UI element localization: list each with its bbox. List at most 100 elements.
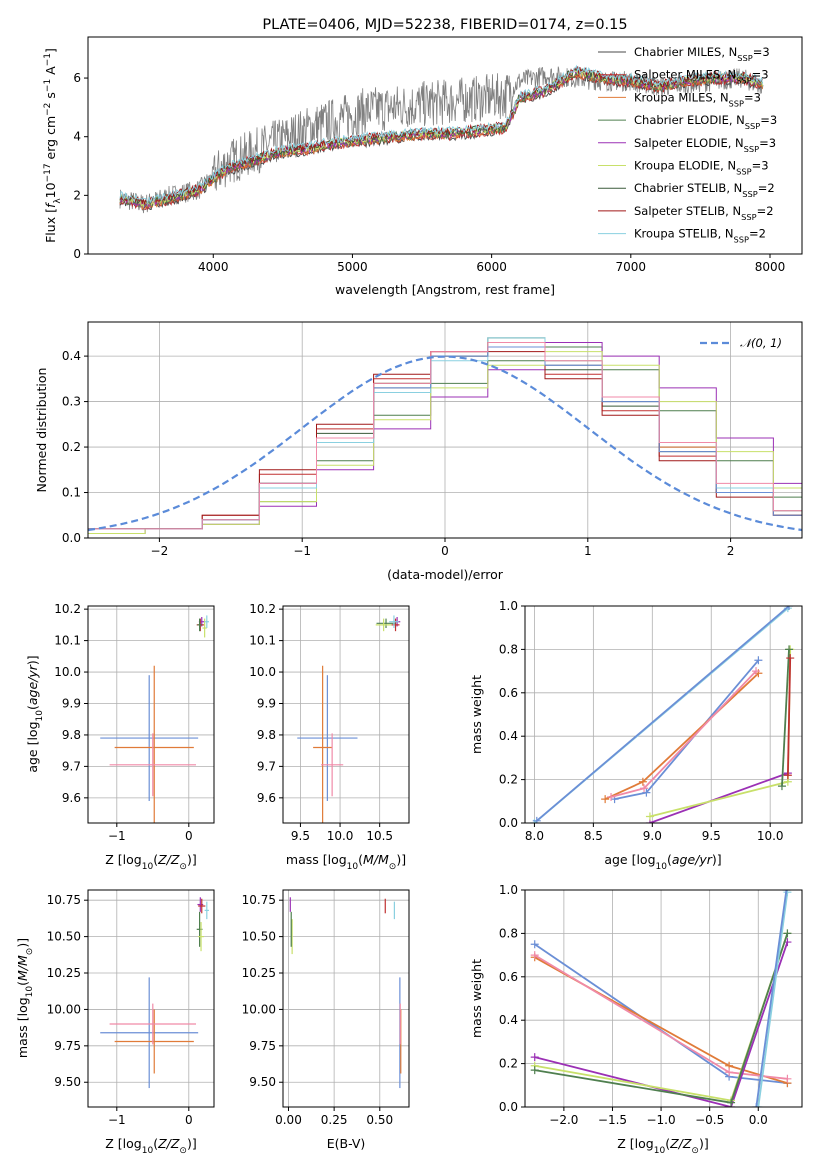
age_vs_mass-ytick-label-6: 10.2	[249, 602, 276, 616]
weight_vs_age-ytick-label-2: 0.4	[499, 729, 518, 743]
legend-label-1: Salpeter MILES, NSSP=3	[634, 68, 769, 86]
weight_vs_age-marker-4-0	[645, 812, 654, 821]
residuals-xtick-label-3: 1	[584, 544, 592, 558]
weight_vs_age-xtick-label-2: 9.0	[643, 829, 662, 843]
legend-label-3: Chabrier ELODIE, NSSP=3	[634, 113, 777, 131]
spectrum-legend: Chabrier MILES, NSSP=3 Salpeter MILES, NS…	[598, 45, 777, 245]
residuals-xtick-label-4: 2	[727, 544, 735, 558]
age_vs_mass-xlabel: mass [log10(M/M⊙)]	[286, 852, 406, 872]
legend-label-5: Kroupa ELODIE, NSSP=3	[634, 159, 769, 177]
residuals-ytick-label-4: 0.4	[62, 349, 81, 363]
mass_vs_ebv-xtick-label-1: 0.25	[321, 1113, 348, 1127]
residuals-normal-curve	[88, 355, 802, 532]
weight_vs_Z-ylabel: mass weight	[469, 959, 484, 1038]
weight_vs_age-marker-6-0	[783, 771, 792, 780]
residuals-ytick-label-0: 0.0	[62, 531, 81, 545]
age_vs_Z-ytick-label-5: 10.1	[54, 634, 81, 648]
weight_vs_age-frame	[524, 605, 803, 824]
mass_vs_Z-panel: −1 0 9.50 9.75 10.00 10.25 10.50 10.75	[47, 889, 215, 1127]
mass_vs_ebv-ytick-label-2: 10.00	[242, 1002, 276, 1016]
legend-label-6: Chabrier STELIB, NSSP=2	[634, 181, 775, 199]
residuals-legend-label: 𝒩(0, 1)	[740, 336, 782, 350]
weight_vs_age-marker-8-0	[532, 816, 541, 823]
age_vs_mass-xtick-label-1: 10.0	[327, 829, 354, 843]
weight_vs_Z-marker-0-0	[530, 940, 539, 949]
mass_vs_Z-ytick-label-2: 10.00	[47, 1002, 81, 1016]
weight_vs_age-marker-0-1	[642, 788, 651, 797]
weight_vs_age-ytick-label-5: 1.0	[499, 599, 518, 613]
weight_vs_Z-xtick-label-0: −2.0	[549, 1113, 578, 1127]
residuals-ytick-label-3: 0.3	[62, 395, 81, 409]
weight_vs_Z-ytick-label-4: 0.8	[499, 926, 518, 940]
mass_vs_Z-ytick-label-5: 10.75	[47, 893, 81, 907]
weight_vs_Z-xtick-label-1: −1.5	[598, 1113, 627, 1127]
spectrum-plot-area	[119, 64, 764, 214]
mass_vs_ebv-panel: 0.00 0.25 0.50 9.50 9.75 10.00 10.25 10.50 10.75	[242, 889, 410, 1127]
weight_vs_Z-ytick-label-1: 0.2	[499, 1057, 518, 1071]
weight_vs_Z-line-3	[534, 941, 789, 1107]
weight_vs_age-marker-5-1	[785, 645, 794, 654]
weight_vs_Z-marker-2-2	[783, 1074, 792, 1083]
age_vs_Z-xtick-label-1: 0	[185, 829, 193, 843]
weight_vs_Z-marker-6-0	[754, 1103, 763, 1107]
age_vs_Z-frame	[87, 605, 215, 824]
weight_vs_Z-marker-5-2	[783, 929, 792, 938]
weight_vs_Z-marker-7-1	[782, 890, 791, 894]
age_vs_Z-panel: −1 0 9.6 9.7 9.8 9.9 10.0 10.1 10.2	[54, 602, 215, 843]
weight_vs_age-ytick-label-3: 0.6	[499, 686, 518, 700]
spectrum-panel: 4000 5000 6000 7000 8000 0 2 4 6	[73, 36, 803, 274]
weight_vs_age-line-3	[649, 772, 789, 823]
weight_vs_age-ytick-label-1: 0.2	[499, 773, 518, 787]
spectrum-ylabel: Flux [fλ10−17 erg cm−2 s−1 A−1]	[43, 48, 63, 243]
residuals-legend: 𝒩(0, 1)	[700, 336, 782, 350]
legend-label-8: Kroupa STELIB, NSSP=2	[634, 227, 766, 245]
spectrum-model-line-8	[119, 64, 763, 206]
weight_vs_Z-xtick-label-4: 0.0	[749, 1113, 768, 1127]
weight_vs_age-line-0	[614, 659, 760, 800]
mass_vs_ebv-ytick-label-4: 10.50	[242, 930, 276, 944]
weight_vs_age-marker-2-0	[607, 792, 616, 801]
age_vs_mass-ytick-label-1: 9.7	[257, 759, 276, 773]
weight_vs_age-line-4	[649, 649, 792, 818]
weight_vs_Z-xtick-label-3: −0.5	[695, 1113, 724, 1127]
mass_vs_ebv-plot-area	[289, 897, 402, 1089]
age_vs_Z-ytick-label-2: 9.8	[62, 728, 81, 742]
mass_vs_Z-ytick-label-1: 9.75	[54, 1039, 81, 1053]
weight_vs_Z-marker-5-0	[530, 1066, 539, 1075]
mass_vs_Z-plot-area	[100, 897, 209, 1089]
age_vs_mass-ytick-label-0: 9.6	[257, 791, 276, 805]
spectrum-ytick-label-3: 6	[73, 71, 81, 85]
weight_vs_age-marker-6-1	[786, 654, 795, 663]
mass_vs_ebv-ytick-label-5: 10.75	[242, 893, 276, 907]
spectrum-xlabel: wavelength [Angstrom, rest frame]	[335, 282, 555, 297]
mass_vs_ebv-ytick-label-1: 9.75	[249, 1039, 276, 1053]
weight_vs_age-line-5	[781, 649, 790, 787]
spectrum-model-line-7	[119, 66, 763, 205]
age_vs_Z-ytick-label-4: 10.0	[54, 665, 81, 679]
age_vs_mass-xtick-label-2: 10.5	[366, 829, 393, 843]
residuals-xtick-label-1: −1	[293, 544, 311, 558]
weight_vs_Z-marker-3-0	[530, 1053, 539, 1062]
residuals-xtick-label-2: 0	[441, 544, 449, 558]
age_vs_Z-ytick-label-1: 9.7	[62, 759, 81, 773]
mass_vs_Z-ytick-label-3: 10.25	[47, 966, 81, 980]
weight_vs_age-xtick-label-1: 8.5	[584, 829, 603, 843]
age_vs_Z-ylabel: age [log10(age/yr)]	[25, 655, 45, 772]
spectrum-xtick-label-0: 4000	[198, 260, 229, 274]
weight_vs_age-marker-5-0	[777, 782, 786, 791]
residuals-ytick-label-1: 0.1	[62, 486, 81, 500]
weight_vs_age-ytick-label-0: 0.0	[499, 816, 518, 830]
mass_vs_Z-xtick-label-0: −1	[108, 1113, 126, 1127]
age_vs_Z-xlabel: Z [log10(Z/Z⊙)]	[105, 852, 196, 872]
residuals-ylabel: Normed distribution	[34, 368, 49, 493]
spectrum-xtick-label-3: 7000	[616, 260, 647, 274]
weight_vs_age-ytick-label-4: 0.8	[499, 642, 518, 656]
spectrum-xtick-label-4: 8000	[755, 260, 786, 274]
chart-title: PLATE=0406, MJD=52238, FIBERID=0174, z=0…	[262, 17, 627, 33]
mass_vs_ebv-xtick-label-2: 0.50	[366, 1113, 393, 1127]
mass_vs_Z-ytick-label-4: 10.50	[47, 930, 81, 944]
weight_vs_Z-ytick-label-5: 1.0	[499, 883, 518, 897]
weight_vs_age-marker-0-2	[754, 656, 763, 665]
weight_vs_Z-panel: −2.0 −1.5 −1.0 −0.5 0.0 0.0 0.2 0.4 0.6 0.8 1.0	[499, 883, 803, 1127]
